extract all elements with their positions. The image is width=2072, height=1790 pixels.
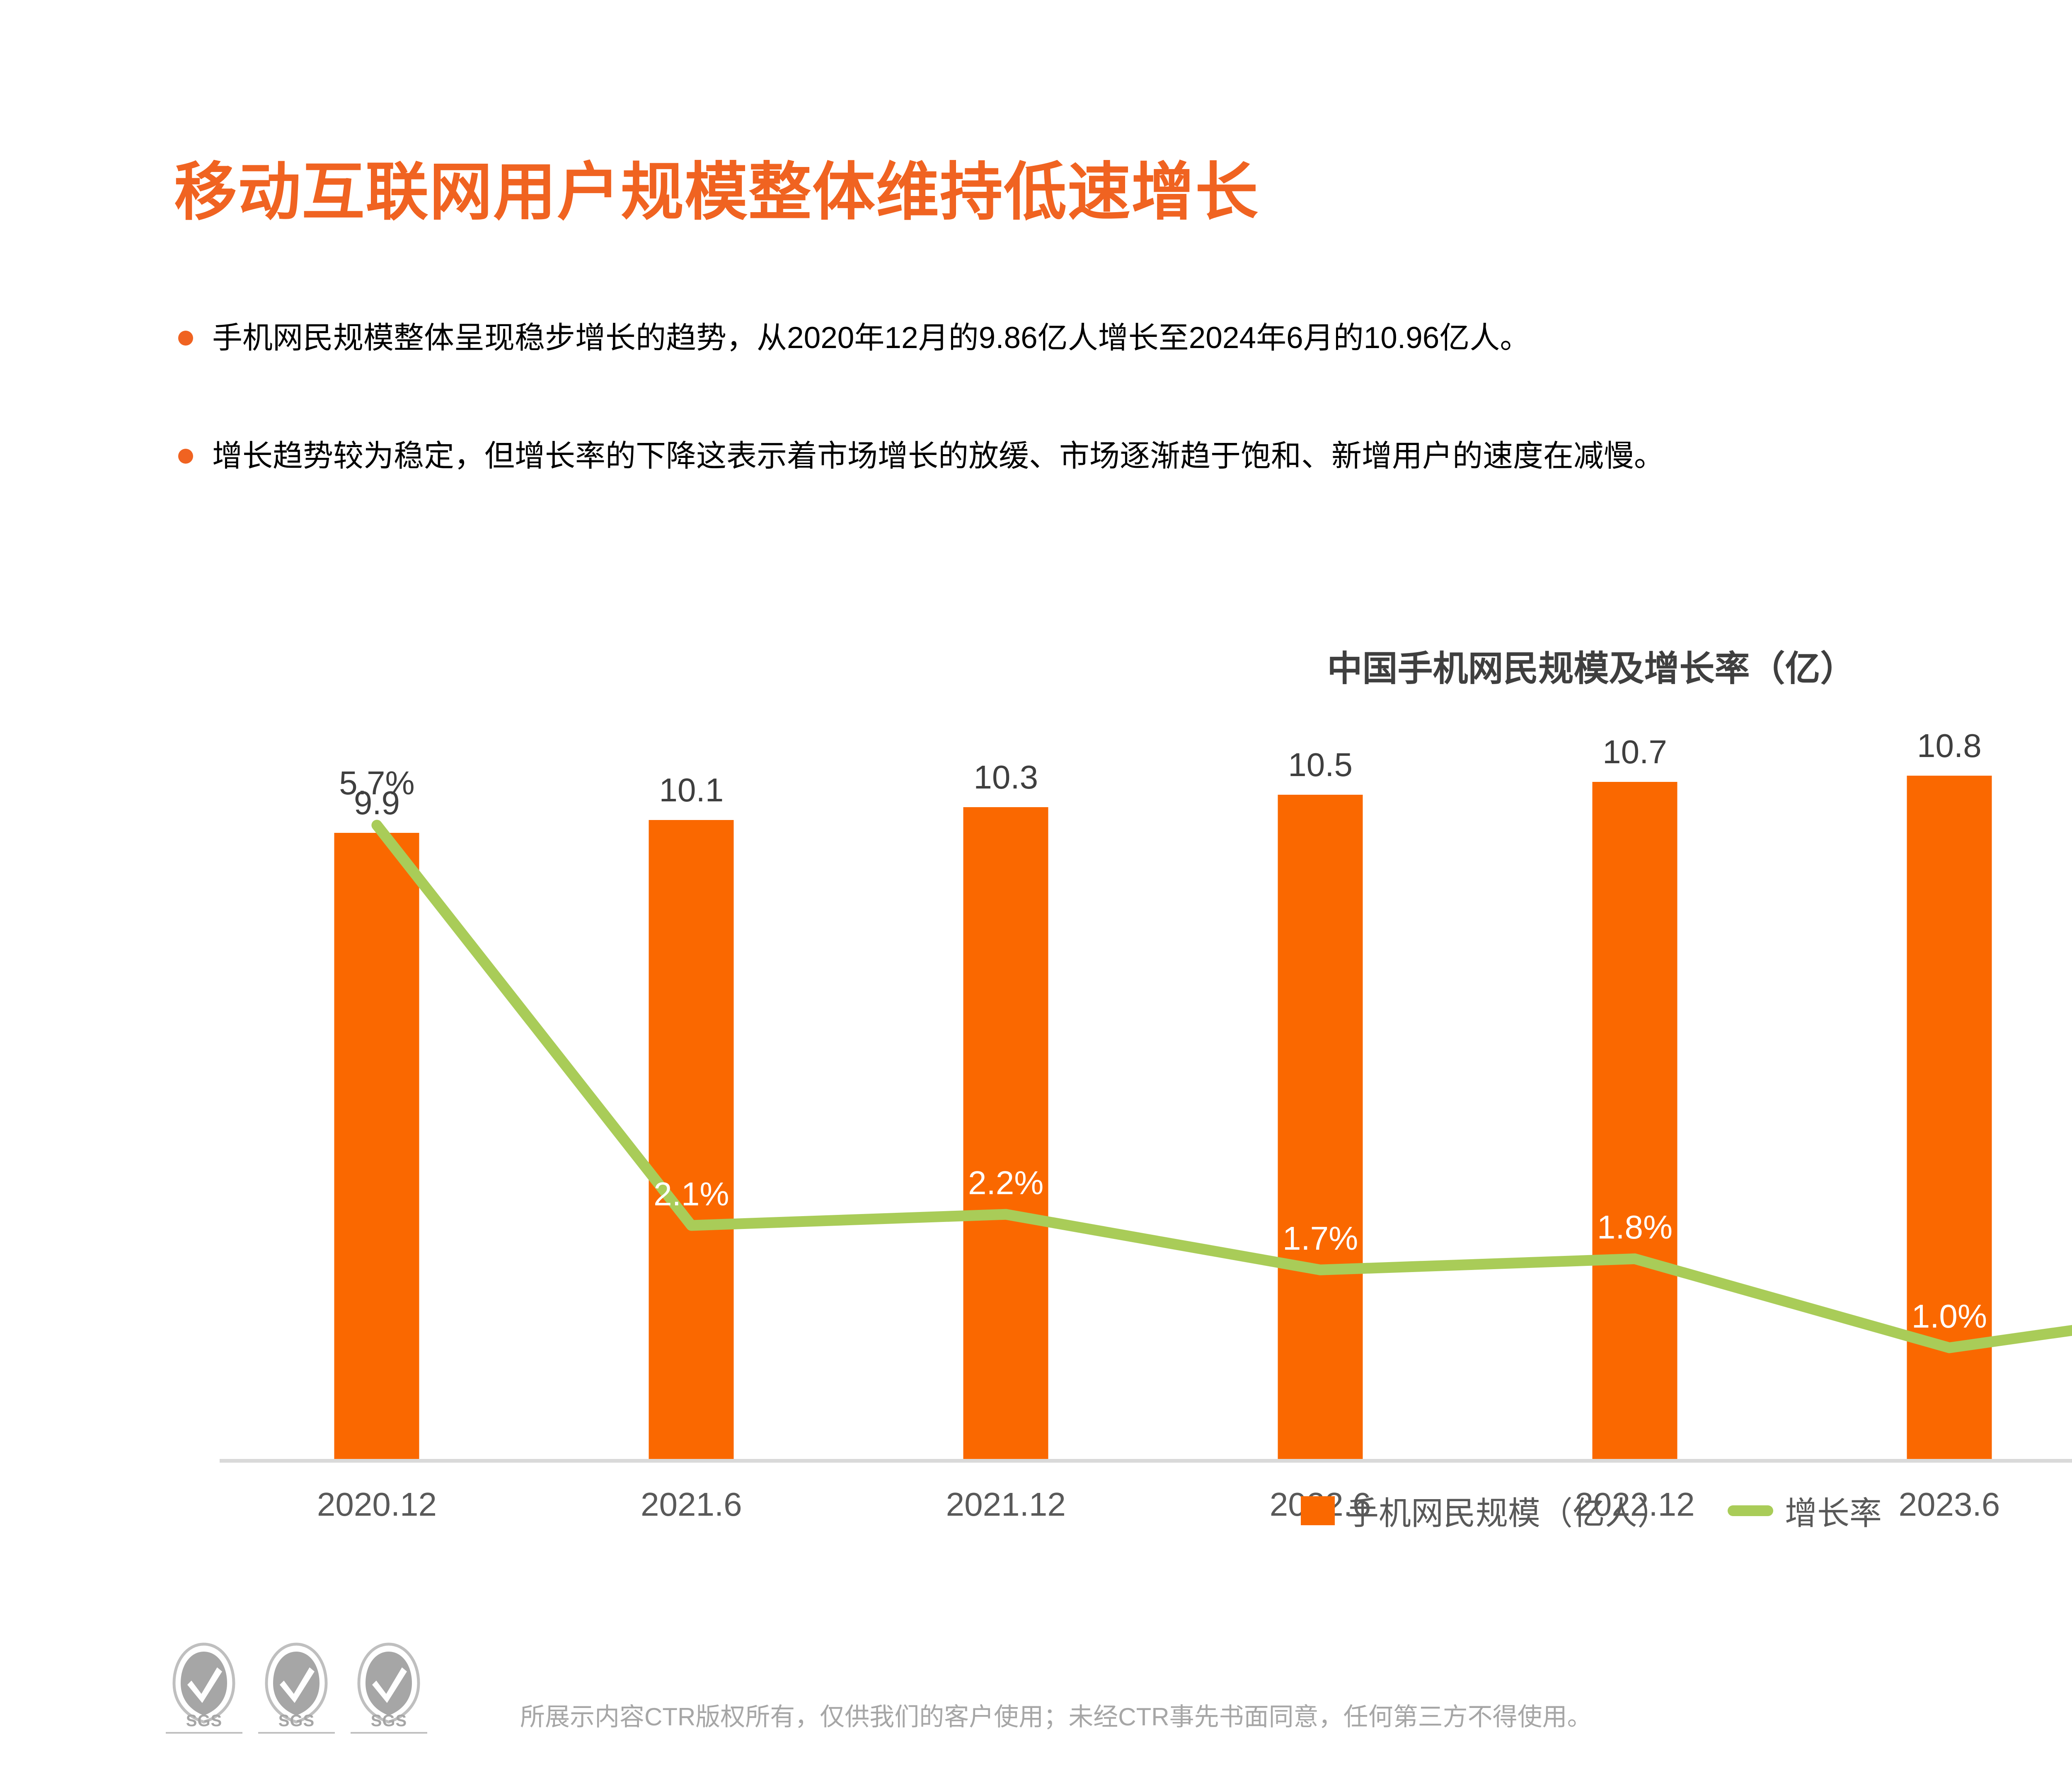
bar-column[interactable] <box>220 725 534 1459</box>
bar-value-label: 10.8 <box>1917 727 1982 764</box>
bar-value-label: 10.5 <box>1288 746 1353 783</box>
growth-rate-label: 2.1% <box>654 1175 729 1212</box>
growth-rate-label: 5.7% <box>339 764 415 801</box>
legend-line-swatch-icon <box>1728 1505 1773 1516</box>
page-title: 移动互联网用户规模整体维持低速增长 <box>174 157 1259 227</box>
bar[interactable] <box>649 820 734 1459</box>
chart-legend: 手机网民规模（亿人） 增长率 <box>0 1488 2072 1534</box>
growth-rate-label: 1.8% <box>1597 1209 1673 1246</box>
bar-column[interactable] <box>849 725 1163 1459</box>
sgs-label: SGS <box>258 1712 335 1734</box>
chart-region: 中国手机网民规模及增长率（亿） 9.9 10.1 10.3 10.5 10.7 10.8 1… <box>0 622 2072 1575</box>
bullet-dot-icon <box>178 330 193 346</box>
legend-item-bar[interactable]: 手机网民规模（亿人） <box>1300 1488 1670 1534</box>
sgs-logo-icon: SGS <box>351 1641 427 1736</box>
bar-value-label: 10.7 <box>1602 733 1667 771</box>
bar[interactable] <box>1592 782 1677 1459</box>
bullet-dot-icon <box>178 448 193 464</box>
bullet-item: 手机网民规模整体呈现稳步增长的趋势，从2020年12月的9.86亿人增长至202… <box>178 319 1530 357</box>
bar-column[interactable] <box>534 725 849 1459</box>
growth-rate-label: 1.7% <box>1282 1219 1358 1257</box>
growth-rate-label: 2.2% <box>968 1164 1044 1201</box>
sgs-logo-icon: SGS <box>258 1641 335 1736</box>
x-axis-tick: 2022.12 <box>1575 1486 1695 1523</box>
bar-column[interactable] <box>1478 725 1792 1459</box>
bar-value-label: 10.1 <box>659 772 724 809</box>
legend-label: 手机网民规模（亿人） <box>1346 1495 1670 1531</box>
bullet-item: 增长趋势较为稳定，但增长率的下降这表示着市场增长的放缓、市场逐渐趋于饱和、新增用… <box>178 437 1664 475</box>
legend-bar-swatch-icon <box>1300 1496 1335 1525</box>
bullet-text: 手机网民规模整体呈现稳步增长的趋势，从2020年12月的9.86亿人增长至202… <box>212 321 1530 355</box>
copyright-note: 所展示内容CTR版权所有，仅供我们的客户使用；未经CTR事先书面同意，任何第三方… <box>520 1703 1592 1731</box>
x-axis-tick: 2020.12 <box>317 1486 437 1523</box>
bullet-text: 增长趋势较为稳定，但增长率的下降这表示着市场增长的放缓、市场逐渐趋于饱和、新增用… <box>212 439 1664 473</box>
sgs-label: SGS <box>166 1712 242 1734</box>
growth-rate-label: 1.0% <box>1911 1297 1987 1335</box>
sgs-label: SGS <box>351 1712 427 1734</box>
bar[interactable] <box>963 807 1048 1459</box>
x-axis-tick: 2023.6 <box>1898 1486 2000 1523</box>
bar-column[interactable] <box>1792 725 2072 1459</box>
sgs-certification-logos: SGS SGS SGS <box>166 1641 427 1736</box>
legend-item-line[interactable]: 增长率 <box>1728 1488 1882 1534</box>
sgs-logo-icon: SGS <box>166 1641 242 1736</box>
chart-title: 中国手机网民规模及增长率（亿） <box>1327 649 1856 689</box>
x-axis-line <box>220 1459 2072 1463</box>
x-axis-tick: 2021.12 <box>946 1486 1066 1523</box>
x-axis-tick: 2021.6 <box>640 1486 742 1523</box>
bar[interactable] <box>334 832 419 1459</box>
bar-value-label: 9.9 <box>353 784 400 821</box>
bar[interactable] <box>1907 776 1992 1459</box>
legend-label: 增长率 <box>1785 1495 1882 1531</box>
bar-value-label: 10.3 <box>973 759 1038 796</box>
bar-column[interactable] <box>1163 725 1478 1459</box>
chart-plot-area: 9.910.110.310.510.710.810.911.011.1 5.7%… <box>220 725 2072 1523</box>
bar[interactable] <box>1278 794 1363 1459</box>
